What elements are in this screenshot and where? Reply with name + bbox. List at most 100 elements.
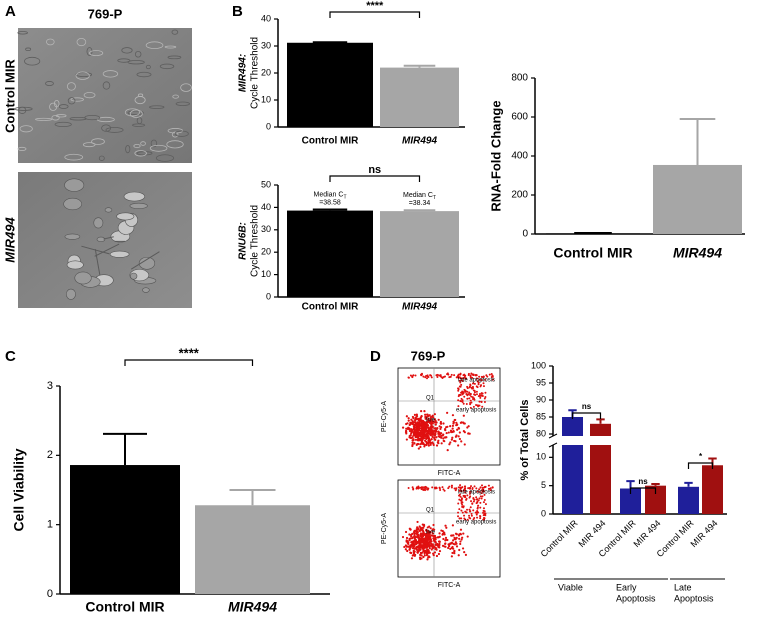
flow-event [450, 546, 453, 550]
flow-event [463, 514, 466, 517]
flow-event [420, 486, 423, 489]
flow-event [475, 390, 478, 393]
x-tick-label: MIR 494 [631, 518, 662, 549]
flow-event [422, 430, 425, 433]
cell [124, 108, 140, 117]
flow-event [420, 442, 423, 445]
cell [133, 143, 141, 149]
flow-event [414, 438, 418, 441]
flow-event [471, 382, 474, 385]
flow-event [425, 554, 429, 557]
y-axis-label: Cycle Threshold [250, 205, 261, 277]
axis-break [547, 436, 729, 445]
flow-event [441, 486, 444, 489]
flow-event [407, 486, 410, 489]
flow-event [429, 531, 432, 534]
y-axis-label: RNU6B: [238, 222, 249, 260]
flow-event [414, 429, 417, 432]
significance-label: **** [179, 345, 200, 360]
flow-event [467, 393, 470, 396]
flow-event [426, 375, 429, 378]
flow-event [421, 435, 424, 438]
flow-event [427, 444, 430, 447]
bar [645, 485, 666, 514]
flow-event [482, 501, 485, 504]
flow-event [444, 536, 448, 539]
cell [19, 125, 33, 133]
flow-event [447, 543, 450, 546]
quadrant-label: late apoptosis [458, 490, 495, 496]
y-tick-label: 50 [261, 179, 271, 189]
flow-event [470, 401, 473, 404]
x-tick-label: Control MIR [539, 518, 580, 559]
cell [49, 102, 58, 111]
flow-event [482, 516, 485, 519]
flow-event [423, 409, 426, 413]
flow-event [461, 401, 464, 404]
flow-event [425, 437, 428, 441]
cell [116, 212, 135, 221]
cell [130, 272, 138, 280]
flow-event [460, 383, 463, 386]
flow-event [450, 542, 453, 545]
flow-event [410, 541, 413, 544]
flow-event [478, 404, 481, 407]
flow-event [413, 420, 417, 424]
flow-event [411, 541, 415, 544]
flow-event [450, 373, 453, 376]
flow-event [470, 500, 473, 503]
flow-event [411, 436, 414, 439]
flow-event [465, 392, 468, 395]
cell [104, 207, 113, 213]
flow-event [435, 444, 439, 447]
flow-event [410, 557, 414, 560]
flow-event [415, 486, 418, 489]
flow-event [472, 500, 475, 503]
flow-event [429, 374, 432, 377]
flow-event [437, 435, 440, 438]
flow-event [415, 426, 418, 429]
panel-label: C [5, 348, 16, 365]
flow-event [469, 392, 472, 395]
flow-event [425, 529, 428, 532]
annotation-sub: T [433, 195, 436, 201]
flow-event [411, 547, 415, 550]
flow-event [410, 430, 413, 433]
cell [102, 70, 119, 78]
flow-event [459, 484, 462, 487]
flow-event [448, 485, 451, 488]
flow-event [472, 509, 475, 512]
flow-event [461, 536, 464, 539]
flow-event [434, 419, 437, 422]
flow-event [451, 427, 454, 430]
flow-event [472, 405, 475, 408]
flow-event [412, 549, 415, 552]
flow-event [459, 372, 462, 375]
x-tick-label: Control MIR [302, 302, 359, 313]
flow-event [489, 487, 492, 490]
flow-event [426, 431, 430, 434]
flow-event [411, 443, 414, 446]
flow-event [482, 507, 485, 510]
flow-event [431, 486, 434, 489]
flow-event [457, 444, 460, 447]
flow-event [440, 434, 443, 437]
flow-event [446, 448, 449, 452]
flow-event [422, 550, 425, 553]
flow-event [456, 375, 459, 378]
flow-event [483, 498, 486, 501]
flow-event [487, 484, 490, 487]
flow-event [475, 513, 478, 516]
flow-event [474, 373, 477, 376]
y-axis-label: PE-Cy5-A [381, 401, 388, 432]
y-tick-label: 90 [536, 394, 546, 404]
group-label: Early [616, 582, 637, 592]
flow-event [449, 424, 452, 428]
flow-event [459, 486, 462, 489]
flow-event [432, 443, 435, 447]
flow-event [425, 442, 429, 445]
flow-event [441, 533, 444, 536]
flow-event [476, 498, 479, 501]
flow-event [407, 376, 410, 379]
cell [180, 83, 192, 92]
